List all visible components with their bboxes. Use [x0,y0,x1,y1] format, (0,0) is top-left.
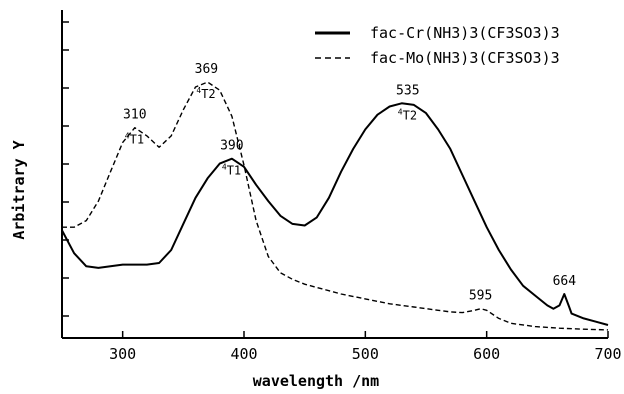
peak-label: 390 [220,139,243,154]
peak-label: 664 [553,274,577,289]
y-axis-title: Arbitrary Y [10,140,28,239]
series-line-cr [61,102,609,326]
x-tick-label: 400 [230,345,257,363]
series-group [61,81,609,331]
x-axis-title: wavelength /nm [253,372,379,390]
x-tick-label: 600 [473,345,500,363]
x-ticks: 300 400 500 600 700 [109,331,622,363]
series-line-mo [62,81,609,331]
peak-label: 310 [123,108,146,123]
peak-label: 369 [195,62,218,77]
band-label: 4T2 [398,107,417,122]
y-ticks [62,21,69,317]
band-label: 4T1 [125,132,144,147]
x-tick-label: 300 [109,345,136,363]
band-label: 4T1 [222,163,241,178]
x-tick-label: 500 [352,345,379,363]
x-tick-label: 700 [594,345,621,363]
legend: fac-Cr(NH3)3(CF3SO3)3 fac-Mo(NH3)3(CF3SO… [315,24,560,67]
peak-label: 535 [396,83,419,98]
axes: 300 400 500 600 700 [61,10,622,363]
legend-label-cr: fac-Cr(NH3)3(CF3SO3)3 [370,24,560,42]
band-label: 4T2 [196,86,215,101]
peak-label: 595 [469,289,492,304]
peak-annotations: 310 4T1 369 4T2 390 4T1 535 4T2 595 664 [123,62,576,304]
legend-label-mo: fac-Mo(NH3)3(CF3SO3)3 [370,49,560,67]
